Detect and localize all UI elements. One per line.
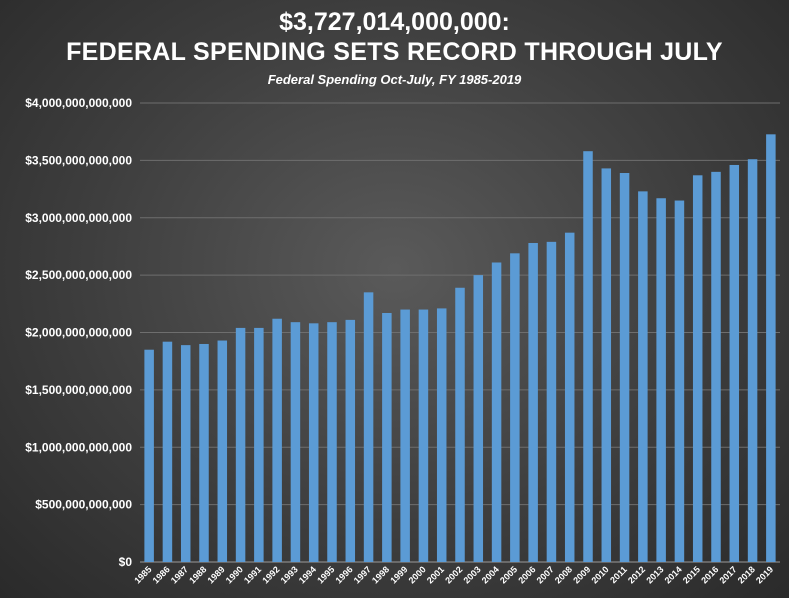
x-tick-label: 1992	[260, 564, 281, 585]
x-tick-label: 2005	[498, 564, 519, 585]
x-tick-label: 2010	[589, 564, 610, 585]
bar-1985	[144, 349, 154, 562]
x-tick-label: 1986	[151, 564, 172, 585]
x-tick-label: 2013	[644, 564, 665, 585]
bar-2000	[418, 309, 429, 562]
bar-2019	[766, 134, 776, 563]
bar-1997	[363, 292, 374, 562]
bar-1998	[382, 312, 392, 562]
chart-title: $3,727,014,000,000:	[279, 8, 510, 36]
bar-2012	[638, 191, 648, 563]
x-tick-label: 2016	[699, 564, 720, 585]
x-tick-label: 1994	[297, 564, 318, 585]
bar-2010	[601, 168, 612, 562]
bar-1986	[162, 341, 173, 562]
bar-2009	[583, 151, 593, 562]
x-tick-label: 2018	[736, 564, 757, 585]
y-tick-label: $3,000,000,000,000	[25, 211, 132, 225]
x-tick-label: 2019	[754, 564, 775, 585]
bar-1999	[400, 309, 410, 562]
x-tick-label: 1990	[224, 564, 245, 585]
bar-1993	[290, 322, 301, 562]
y-tick-label: $2,000,000,000,000	[25, 326, 132, 340]
y-tick-label: $3,500,000,000,000	[25, 153, 132, 167]
bar-2011	[619, 172, 630, 562]
x-tick-label: 2001	[425, 564, 446, 585]
y-tick-label: $1,500,000,000,000	[25, 383, 132, 397]
chart-title-line2: FEDERAL SPENDING SETS RECORD THROUGH JUL…	[66, 38, 723, 66]
x-tick-label: 1996	[333, 564, 354, 585]
bar-2018	[747, 159, 758, 563]
x-tick-label: 2000	[407, 564, 428, 585]
x-tick-label: 2006	[516, 564, 537, 585]
y-tick-label: $0	[119, 555, 133, 569]
x-tick-label: 1999	[388, 564, 409, 585]
bar-2004	[491, 262, 502, 562]
y-tick-label: $4,000,000,000,000	[25, 96, 132, 110]
x-tick-label: 2015	[681, 564, 702, 585]
bar-1988	[199, 343, 209, 562]
x-tick-label: 1985	[132, 564, 153, 585]
bar-2016	[711, 171, 721, 562]
bar-1987	[180, 345, 191, 562]
y-tick-label: $500,000,000,000	[35, 498, 132, 512]
bar-1990	[235, 327, 246, 562]
x-tick-label: 2017	[717, 564, 738, 585]
bar-2015	[692, 175, 703, 563]
bar-1995	[327, 322, 337, 562]
bar-2003	[473, 275, 484, 562]
x-tick-label: 1997	[352, 564, 373, 585]
bar-1991	[254, 327, 264, 562]
x-tick-label: 1993	[279, 564, 300, 585]
bar-1996	[345, 319, 356, 562]
bar-2002	[455, 287, 465, 562]
bar-2005	[510, 253, 520, 562]
bar-2006	[528, 242, 538, 562]
bar-2013	[656, 198, 666, 562]
x-tick-label: 1988	[187, 564, 208, 585]
x-tick-label: 2012	[626, 564, 647, 585]
x-tick-label: 2014	[663, 564, 684, 585]
x-tick-label: 2011	[608, 564, 629, 585]
x-tick-label: 2007	[535, 564, 556, 585]
bar-1989	[217, 340, 228, 562]
x-tick-label: 1998	[370, 564, 391, 585]
bar-2007	[546, 241, 557, 562]
x-tick-label: 2009	[571, 564, 592, 585]
chart-subtitle: Federal Spending Oct-July, FY 1985-2019	[267, 72, 522, 87]
bar-2008	[564, 232, 575, 563]
x-tick-label: 2008	[553, 564, 574, 585]
x-tick-label: 1991	[242, 564, 263, 585]
bar-1992	[272, 318, 282, 562]
x-tick-label: 1989	[205, 564, 226, 585]
x-tick-label: 1987	[169, 564, 190, 585]
y-tick-label: $1,000,000,000,000	[25, 440, 132, 454]
x-tick-label: 2003	[461, 564, 482, 585]
x-tick-label: 1995	[315, 564, 336, 585]
x-tick-label: 2004	[480, 564, 501, 585]
bar-2014	[674, 200, 685, 562]
bar-1994	[308, 323, 319, 562]
bar-2001	[436, 308, 447, 562]
x-tick-label: 2002	[443, 564, 464, 585]
bar-2017	[729, 164, 740, 562]
y-tick-label: $2,500,000,000,000	[25, 268, 132, 282]
